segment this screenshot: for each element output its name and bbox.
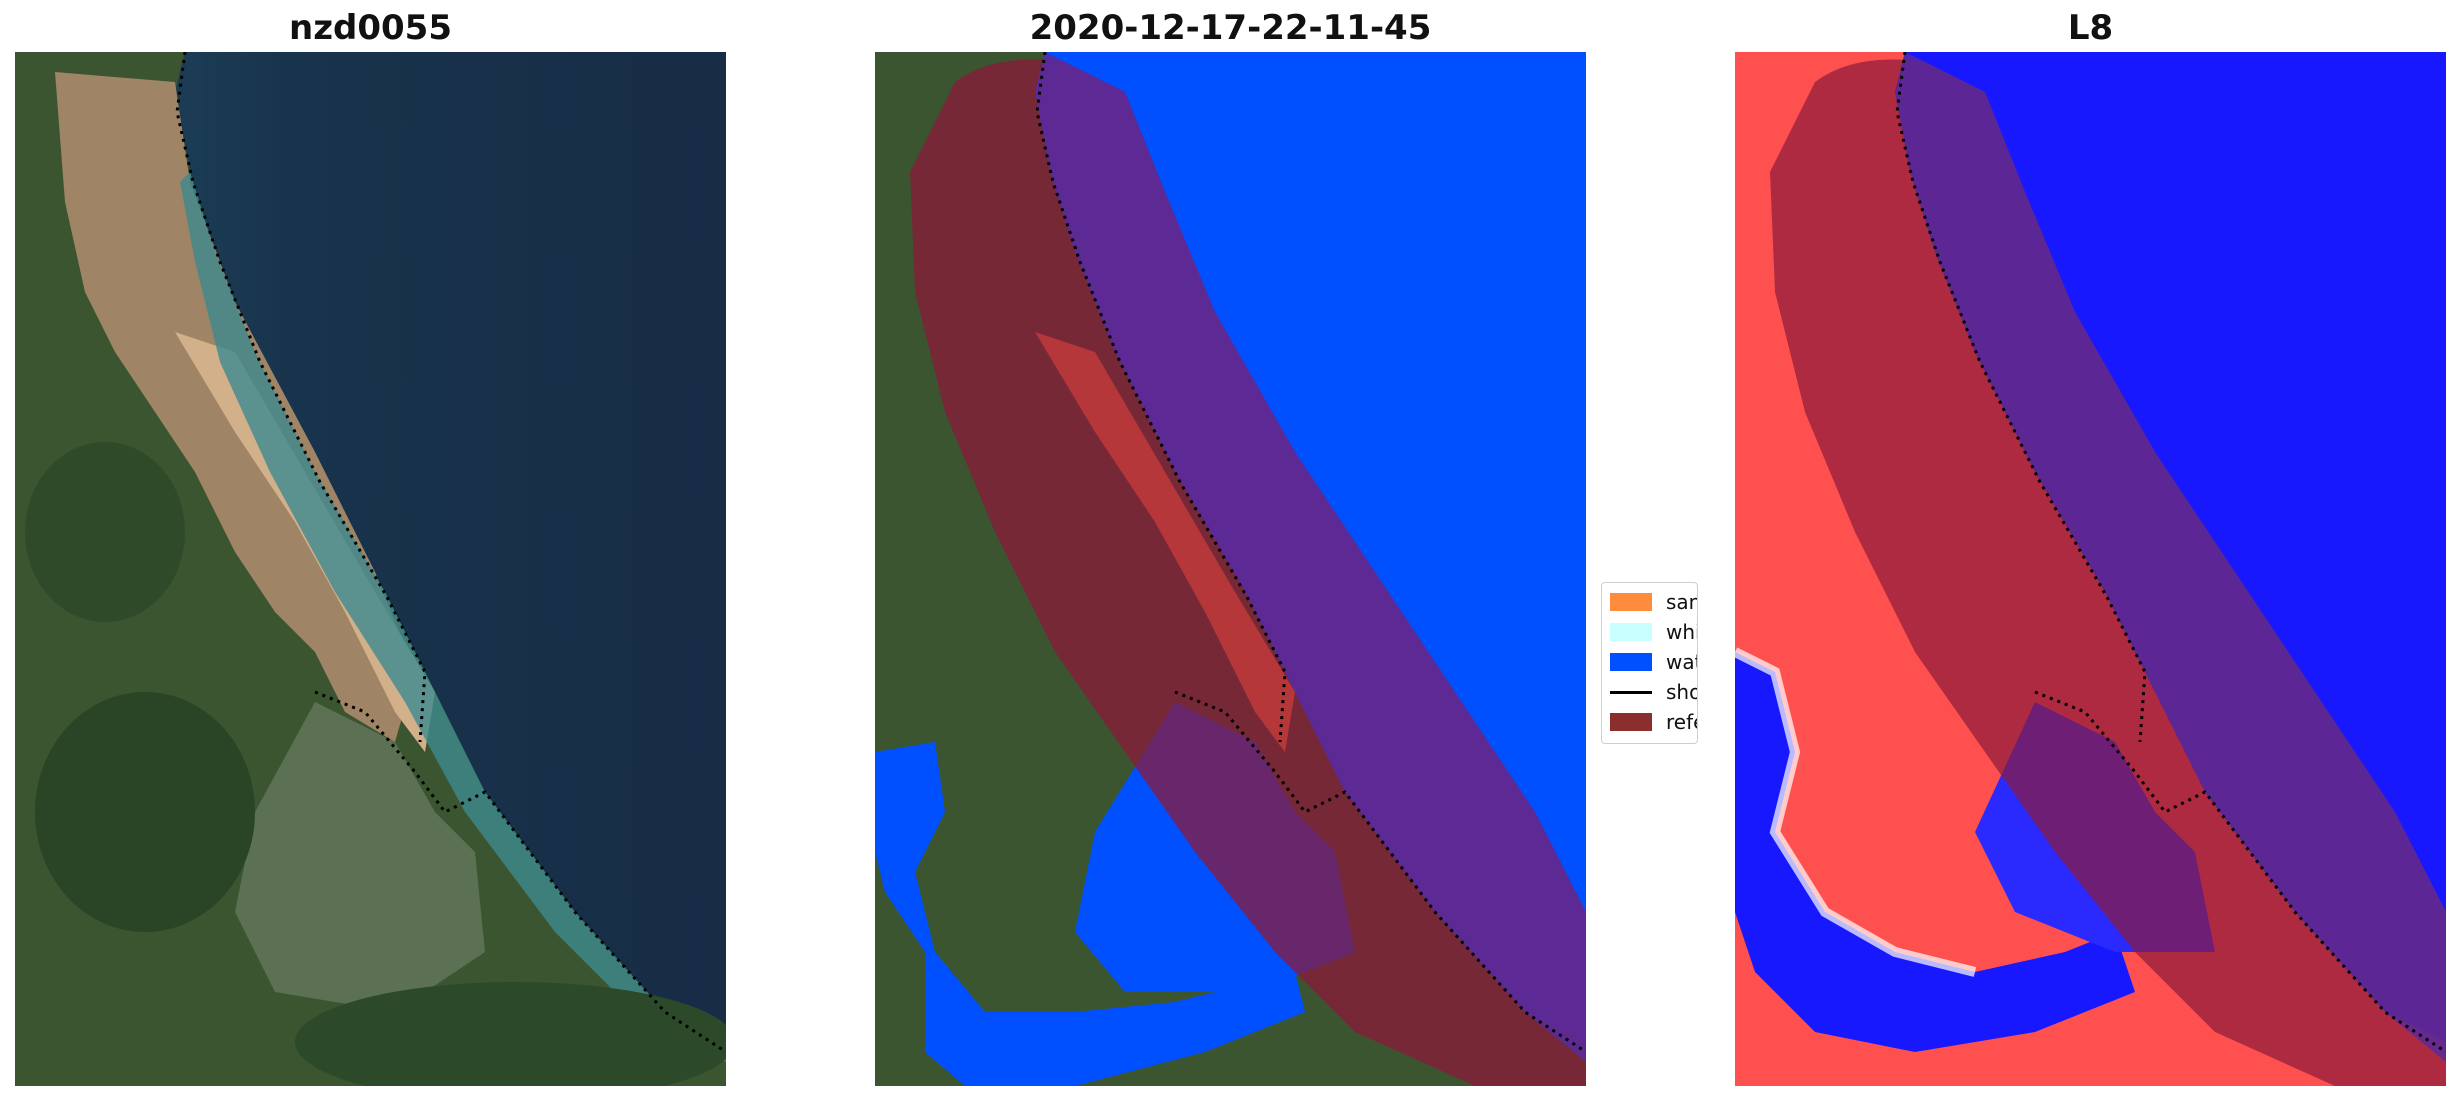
panel-title-rgb: nzd0055 [289, 8, 452, 48]
legend-item-shoreline: shoreline [1610, 679, 1697, 705]
index-image [1735, 52, 2446, 1086]
panel-title-index: L8 [2067, 8, 2114, 48]
legend-label-sand: sand [1666, 590, 1697, 614]
legend-item-reference: reference [1610, 709, 1697, 735]
legend-swatch-sand [1610, 593, 1652, 611]
legend: sand whitewater water shoreline referenc… [1601, 582, 1698, 744]
legend-label-shoreline: shoreline [1666, 680, 1697, 704]
classification-image [875, 52, 1586, 1086]
legend-item-whitewater: whitewater [1610, 619, 1697, 645]
rgb-satellite-image [15, 52, 726, 1086]
legend-item-sand: sand [1610, 589, 1697, 615]
legend-swatch-water [1610, 653, 1652, 671]
legend-swatch-whitewater [1610, 623, 1652, 641]
legend-label-reference: reference [1666, 710, 1697, 734]
legend-label-whitewater: whitewater [1666, 620, 1697, 644]
legend-item-water: water [1610, 649, 1697, 675]
panel-title-classification: 2020-12-17-22-11-45 [1029, 8, 1432, 48]
legend-label-water: water [1666, 650, 1697, 674]
legend-line-shoreline [1610, 690, 1652, 694]
legend-swatch-reference [1610, 713, 1652, 731]
